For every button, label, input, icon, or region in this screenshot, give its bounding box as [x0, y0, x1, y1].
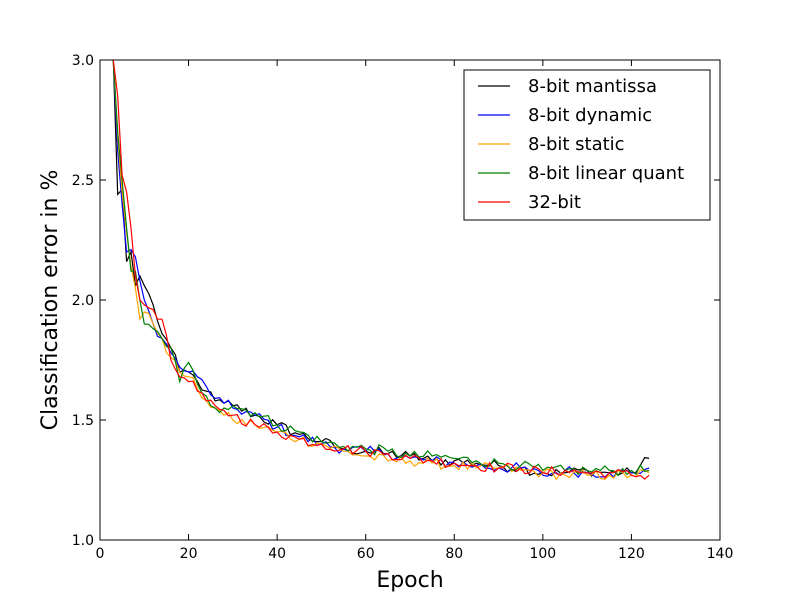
x-tick-label: 0	[96, 546, 105, 562]
x-tick-label: 20	[180, 546, 198, 562]
series-line-32-bit	[112, 60, 650, 480]
legend-label-8-bit-mantissa: 8-bit mantissa	[528, 76, 657, 97]
legend: 8-bit mantissa 8-bit dynamic 8-bit static 8…	[463, 69, 711, 221]
x-axis: 0 20 40 60 80 100 120 140	[96, 60, 734, 562]
x-tick-label: 40	[268, 546, 286, 562]
x-axis-title: Epoch	[376, 568, 443, 593]
y-tick-label: 3.0	[72, 53, 94, 69]
series-layer	[112, 60, 650, 481]
y-tick-label: 2.5	[72, 173, 94, 189]
y-axis: 1.0 1.5 2.0 2.5 3.0	[72, 53, 720, 549]
legend-label-8-bit-dynamic: 8-bit dynamic	[528, 105, 652, 126]
series-line-8-bit-static	[112, 60, 650, 481]
x-tick-label: 100	[529, 546, 556, 562]
y-tick-label: 1.5	[72, 413, 94, 429]
x-tick-label: 120	[618, 546, 645, 562]
x-tick-label: 60	[357, 546, 375, 562]
y-tick-label: 2.0	[72, 293, 94, 309]
legend-label-8-bit-linear-quant: 8-bit linear quant	[528, 163, 684, 184]
legend-label-32-bit: 32-bit	[528, 192, 581, 213]
x-tick-label: 140	[707, 546, 734, 562]
legend-label-8-bit-static: 8-bit static	[528, 134, 625, 155]
series-line-8-bit-mantissa	[112, 60, 650, 478]
legend-box	[463, 69, 711, 221]
y-axis-title: Classification error in %	[38, 170, 63, 431]
y-tick-label: 1.0	[72, 533, 94, 549]
x-tick-label: 80	[445, 546, 463, 562]
